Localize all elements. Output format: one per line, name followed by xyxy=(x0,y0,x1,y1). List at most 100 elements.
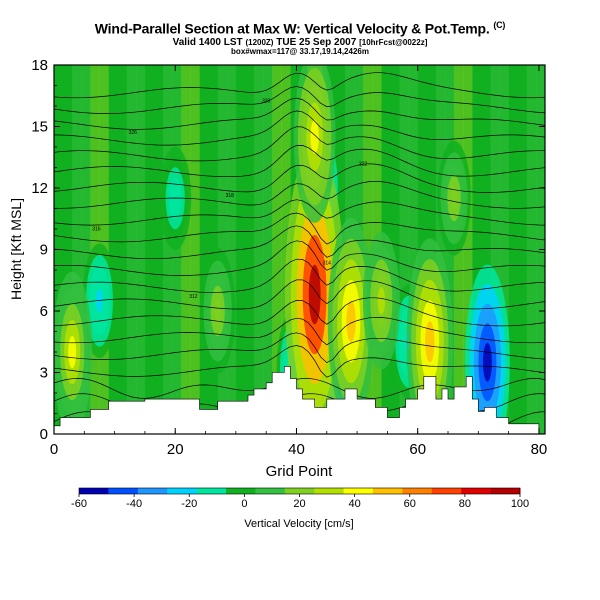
field-band xyxy=(117,65,128,434)
field-band xyxy=(126,65,137,434)
colorbar-swatch xyxy=(108,488,139,494)
colorbar-swatch xyxy=(314,488,345,494)
chart-subtitle: Valid 1400 LST (1200Z) TUE 25 Sep 2007 [… xyxy=(0,37,600,48)
field-band xyxy=(199,65,210,434)
colorbar-swatch xyxy=(255,488,286,494)
field-band xyxy=(81,65,91,434)
field-band xyxy=(254,65,264,434)
colorbar-swatch xyxy=(402,488,433,494)
colorbar-swatch xyxy=(431,488,462,494)
forecast-run: [10hrFcst@0022z] xyxy=(359,38,428,47)
x-tick-label: 40 xyxy=(288,441,305,458)
field-band xyxy=(135,65,146,434)
field-band xyxy=(72,65,82,434)
isentrope-label: 312 xyxy=(189,294,198,300)
y-tick-label: 0 xyxy=(40,426,48,443)
field-band xyxy=(481,65,491,434)
field-band xyxy=(408,65,419,434)
colorbar-swatch xyxy=(284,488,315,494)
x-tick-label: 20 xyxy=(167,441,184,458)
updraft-core xyxy=(377,286,386,315)
field-band xyxy=(217,65,228,434)
isentrope-line xyxy=(54,225,545,260)
updraft-core xyxy=(308,264,321,325)
valid-time: Valid 1400 LST xyxy=(172,37,243,48)
y-tick-label: 18 xyxy=(31,57,48,74)
y-tick-label: 3 xyxy=(40,365,48,382)
isentrope-line xyxy=(54,345,545,378)
y-axis-label: Height [Kft MSL] xyxy=(8,198,24,300)
field-band xyxy=(244,65,255,434)
y-tick-label: 9 xyxy=(40,242,48,259)
field-band xyxy=(399,65,410,434)
updraft-core xyxy=(346,300,356,342)
colorbar-swatch xyxy=(226,488,256,494)
x-axis-label: Grid Point xyxy=(266,463,334,480)
colorbar-tick-label: -40 xyxy=(126,498,142,510)
isentrope-label: 322 xyxy=(359,161,368,167)
colorbar-swatch xyxy=(343,488,374,494)
isentrope-line xyxy=(54,163,545,193)
isentrope-label: 318 xyxy=(226,193,235,199)
isentrope-line xyxy=(54,72,545,99)
updraft-core xyxy=(68,335,77,369)
field-band xyxy=(63,65,73,434)
field-band xyxy=(208,65,219,434)
isentrope-line xyxy=(54,97,545,130)
updraft-core xyxy=(450,186,458,210)
chart-title-mark: (C) xyxy=(493,20,506,30)
colorbar-swatch xyxy=(196,488,227,494)
updraft-core xyxy=(310,119,319,154)
colorbar-tick-label: 100 xyxy=(511,498,529,510)
isentrope-line xyxy=(54,258,545,293)
downdraft-core xyxy=(482,342,492,382)
isentrope-label: 314 xyxy=(323,260,332,266)
field-band xyxy=(363,65,373,434)
field-band xyxy=(281,65,291,434)
field-band xyxy=(435,65,446,434)
colorbar-tick-label: 80 xyxy=(459,498,471,510)
x-tick-label: 60 xyxy=(409,441,426,458)
isentrope-label: 326 xyxy=(129,130,138,136)
valid-time-utc: (1200Z) xyxy=(245,38,274,47)
isentrope-line xyxy=(54,212,545,245)
isentrope-line xyxy=(54,86,545,114)
field-band xyxy=(390,65,401,434)
field-band xyxy=(272,65,282,434)
isentrope-line xyxy=(54,199,545,226)
isentrope-line xyxy=(54,316,545,346)
isentrope-line xyxy=(54,145,545,178)
colorbar-swatch xyxy=(79,488,109,494)
field-band xyxy=(144,65,155,434)
field-band xyxy=(163,65,173,434)
field-band xyxy=(154,65,164,434)
colorbar-tick-label: 60 xyxy=(404,498,416,510)
isentrope-line xyxy=(54,297,545,327)
x-tick-label: 0 xyxy=(50,441,58,458)
isentrope-label: 316 xyxy=(92,227,101,233)
field-band xyxy=(263,65,273,434)
field-band xyxy=(226,65,237,434)
isentrope-line xyxy=(54,240,545,276)
axes: 0 20 40 60 80 0 3 6 9 12 15 18 xyxy=(31,57,547,458)
updraft-core xyxy=(425,321,435,363)
chart-title: Wind-Parallel Section at Max W: Vertical… xyxy=(0,20,600,37)
y-tick-label: 6 xyxy=(40,303,48,320)
chart-title-text: Wind-Parallel Section at Max W: Vertical… xyxy=(94,20,490,37)
y-tick-label: 12 xyxy=(31,180,48,197)
colorbar-tick-label: -60 xyxy=(71,498,87,510)
colorbar-tick-label: -20 xyxy=(181,498,197,510)
isentrope-label: 330 xyxy=(262,98,271,104)
field-band xyxy=(490,65,501,434)
velocity-field xyxy=(54,65,545,434)
field-band xyxy=(499,65,510,434)
updraft-core xyxy=(214,298,222,324)
colorbar-tick-label: 40 xyxy=(349,498,361,510)
colorbar-swatch xyxy=(373,488,403,494)
colorbar-tick-label: 20 xyxy=(293,498,305,510)
isentrope-line xyxy=(54,110,545,146)
colorbar-swatch xyxy=(490,488,521,494)
field-band xyxy=(472,65,482,434)
field-band xyxy=(181,65,191,434)
